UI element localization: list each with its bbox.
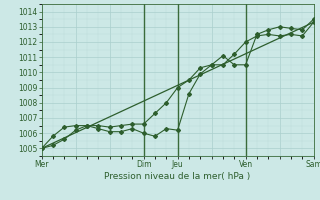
- X-axis label: Pression niveau de la mer( hPa ): Pression niveau de la mer( hPa ): [104, 172, 251, 181]
